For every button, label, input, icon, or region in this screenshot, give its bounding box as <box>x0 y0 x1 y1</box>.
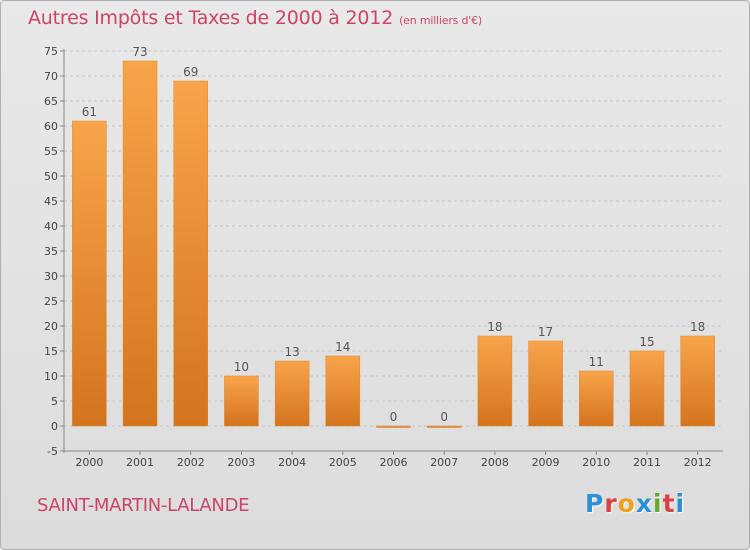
bar <box>680 335 715 427</box>
data-label: 18 <box>487 320 502 334</box>
data-label: 69 <box>183 65 198 79</box>
data-label: 15 <box>639 335 654 349</box>
town-name: SAINT-MARTIN-LALANDE <box>37 495 250 516</box>
bar <box>376 425 411 428</box>
bar <box>477 335 513 427</box>
bar <box>579 370 614 427</box>
data-label: 73 <box>132 45 147 59</box>
y-tick-label: 55 <box>44 145 58 158</box>
y-tick-label: 10 <box>44 370 58 383</box>
x-tick-label: 2012 <box>684 456 712 469</box>
data-labels: 61 73 69 10 13 14 0 0 18 17 11 15 18 <box>82 45 706 424</box>
x-tick-label: 2006 <box>380 456 408 469</box>
x-tick-label: 2007 <box>430 456 458 469</box>
data-label: 0 <box>440 410 448 424</box>
data-label: 17 <box>538 325 553 339</box>
bar <box>629 350 665 427</box>
y-tick-label: 30 <box>44 270 58 283</box>
y-tick-label: 0 <box>51 420 58 433</box>
logo-letter: r <box>604 489 618 518</box>
bar <box>72 120 107 427</box>
logo-letter: i <box>675 489 686 518</box>
logo-letter: x <box>635 489 653 518</box>
x-tick-label: 2009 <box>532 456 560 469</box>
y-tick-label: 60 <box>44 120 58 133</box>
bar <box>224 375 259 427</box>
y-tick-label: 50 <box>44 170 58 183</box>
data-label: 11 <box>589 355 604 369</box>
x-tick-label: 2003 <box>227 456 255 469</box>
bar <box>528 340 563 427</box>
bars <box>72 60 715 428</box>
bar <box>325 355 361 427</box>
y-tick-label: 40 <box>44 220 58 233</box>
data-label: 10 <box>234 360 249 374</box>
data-label: 13 <box>284 345 299 359</box>
bar <box>173 80 208 427</box>
y-tick-label: 65 <box>44 95 58 108</box>
y-tick-label: 70 <box>44 70 58 83</box>
y-tick-label: -5 <box>47 445 58 458</box>
chart-title: Autres Impôts et Taxes de 2000 à 2012 (en… <box>28 7 482 29</box>
y-tick-label: 75 <box>44 45 58 58</box>
y-tick-label: 45 <box>44 195 58 208</box>
y-tick-label: 5 <box>51 395 58 408</box>
x-tick-label: 2004 <box>278 456 306 469</box>
x-tick-label: 2005 <box>329 456 357 469</box>
y-tick-label: 20 <box>44 320 58 333</box>
title-text: Autres Impôts et Taxes de 2000 à 2012 <box>28 7 394 29</box>
y-tick-label: 35 <box>44 245 58 258</box>
logo-letter: o <box>617 489 636 518</box>
grid-lines <box>64 50 723 452</box>
data-label: 0 <box>390 410 398 424</box>
bar <box>122 60 158 427</box>
data-label: 18 <box>690 320 705 334</box>
proxiti-logo: Proxiti <box>585 489 685 518</box>
y-tick-label: 15 <box>44 345 58 358</box>
x-tick-label: 2002 <box>177 456 205 469</box>
y-tick-label: 25 <box>44 295 58 308</box>
x-tick-label: 2010 <box>582 456 610 469</box>
bar <box>274 360 310 427</box>
x-tick-label: 2011 <box>633 456 661 469</box>
logo-letter: i <box>653 489 663 518</box>
data-label: 61 <box>82 105 97 119</box>
axes: -5 0 5 10 15 20 25 30 35 40 45 50 55 60 65 70 75 2000 2001… <box>44 45 723 469</box>
bar <box>426 425 462 428</box>
x-tick-label: 2000 <box>75 456 103 469</box>
x-tick-label: 2001 <box>126 456 154 469</box>
data-label: 14 <box>335 340 350 354</box>
x-tick-label: 2008 <box>481 456 509 469</box>
logo-letter: t <box>662 489 676 518</box>
unit-note: (en milliers d'€) <box>399 14 482 27</box>
logo-letter: P <box>585 489 605 518</box>
